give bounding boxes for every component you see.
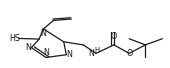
Text: N: N — [66, 50, 72, 59]
Text: O: O — [126, 49, 132, 58]
Text: HS: HS — [9, 34, 20, 43]
Text: N: N — [88, 49, 94, 58]
Text: O: O — [111, 32, 117, 41]
Text: N: N — [43, 48, 49, 57]
Text: N: N — [40, 29, 46, 38]
Text: N: N — [26, 43, 31, 52]
Text: H: H — [94, 47, 99, 53]
